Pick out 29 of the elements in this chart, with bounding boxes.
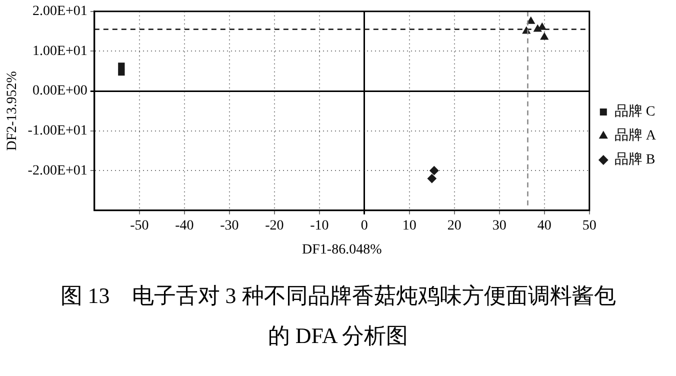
x-tick-label: 20 — [447, 218, 462, 234]
y-tick-label: 2.00E+01 — [32, 4, 88, 20]
x-tick-label: 50 — [582, 218, 596, 234]
x-tick-label: -30 — [220, 218, 239, 234]
point — [118, 68, 125, 76]
x-tick-label: -40 — [175, 218, 194, 234]
x-axis-title: DF1-86.048% — [302, 242, 382, 258]
y-tick-label: -2.00E+01 — [28, 163, 88, 178]
point — [540, 32, 548, 40]
legend-label: 品牌 B — [614, 152, 656, 168]
point — [427, 174, 436, 184]
point — [538, 22, 546, 30]
x-tick-label: -10 — [310, 218, 329, 234]
point — [526, 16, 535, 24]
text: 图 13 电子舌对 3 种不同品牌香菇炖鸡味方便面调料酱包的 DFA 分析图 — [59, 282, 617, 350]
x-tick-label: 10 — [402, 218, 416, 234]
x-tick-label: -20 — [265, 218, 284, 234]
y-tick-label: 0.00E+00 — [32, 84, 88, 99]
x-tick-label: 40 — [537, 218, 552, 234]
legend-label: 品牌 A — [614, 128, 657, 144]
y-tick-label: 1.00E+01 — [32, 44, 88, 59]
point — [430, 166, 439, 176]
point — [118, 62, 125, 70]
x-tick-label: 30 — [492, 218, 506, 234]
x-tick-label: 0 — [360, 218, 368, 234]
y-axis-title: DF2-13.952% — [5, 70, 20, 151]
x-tick-label: -50 — [130, 218, 149, 234]
legend-label: 品牌 C — [614, 104, 656, 120]
y-tick-label: -1.00E+01 — [28, 123, 88, 138]
